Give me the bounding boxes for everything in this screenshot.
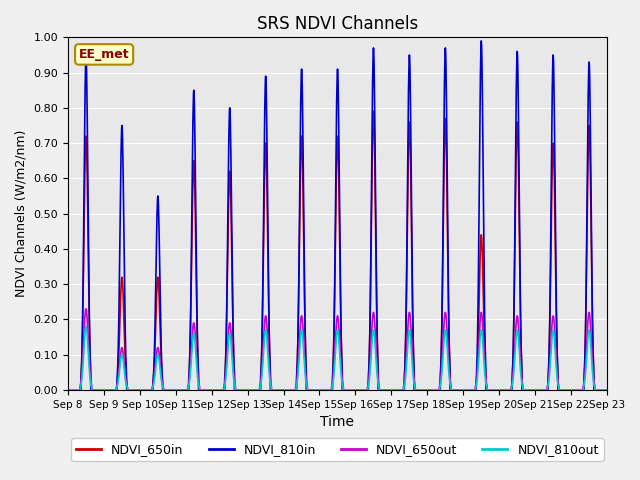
NDVI_650out [64, 387, 72, 393]
Legend: NDVI_650in, NDVI_810in, NDVI_650out, NDVI_810out: NDVI_650in, NDVI_810in, NDVI_650out, NDV… [71, 438, 604, 461]
NDVI_810in [603, 387, 611, 393]
NDVI_810in [477, 38, 485, 44]
NDVI_810out [287, 387, 294, 393]
Y-axis label: NDVI Channels (W/m2/nm): NDVI Channels (W/m2/nm) [15, 130, 28, 297]
Line: NDVI_650out: NDVI_650out [68, 309, 607, 390]
NDVI_650out [95, 387, 103, 393]
NDVI_810out [432, 387, 440, 393]
NDVI_810in [287, 387, 294, 393]
Text: EE_met: EE_met [79, 48, 129, 61]
NDVI_650in [284, 387, 292, 393]
Title: SRS NDVI Channels: SRS NDVI Channels [257, 15, 418, 33]
NDVI_650in [603, 387, 611, 393]
NDVI_650out [284, 387, 292, 393]
NDVI_650out [287, 387, 294, 393]
Line: NDVI_810out: NDVI_810out [68, 326, 607, 390]
NDVI_810out [82, 324, 90, 329]
NDVI_810in [284, 387, 292, 393]
NDVI_810out [95, 387, 103, 393]
X-axis label: Time: Time [321, 415, 355, 429]
NDVI_810in [95, 387, 102, 393]
NDVI_650out [82, 306, 90, 312]
Line: NDVI_650in: NDVI_650in [68, 111, 607, 390]
NDVI_810out [64, 387, 72, 393]
NDVI_650in [64, 387, 72, 393]
NDVI_650in [432, 387, 440, 393]
NDVI_810out [284, 387, 292, 393]
NDVI_650out [432, 387, 440, 393]
Line: NDVI_810in: NDVI_810in [68, 41, 607, 390]
NDVI_650in [266, 346, 273, 352]
NDVI_650in [179, 387, 187, 393]
NDVI_650in [287, 387, 294, 393]
NDVI_810in [266, 348, 273, 354]
NDVI_650out [603, 387, 611, 393]
NDVI_810in [64, 387, 72, 393]
NDVI_650in [370, 108, 378, 114]
NDVI_810in [432, 387, 440, 393]
NDVI_810out [266, 377, 274, 383]
NDVI_650out [179, 387, 187, 393]
NDVI_810in [179, 387, 187, 393]
NDVI_650in [95, 387, 102, 393]
NDVI_810out [603, 387, 611, 393]
NDVI_810out [179, 387, 187, 393]
NDVI_650out [266, 372, 274, 378]
